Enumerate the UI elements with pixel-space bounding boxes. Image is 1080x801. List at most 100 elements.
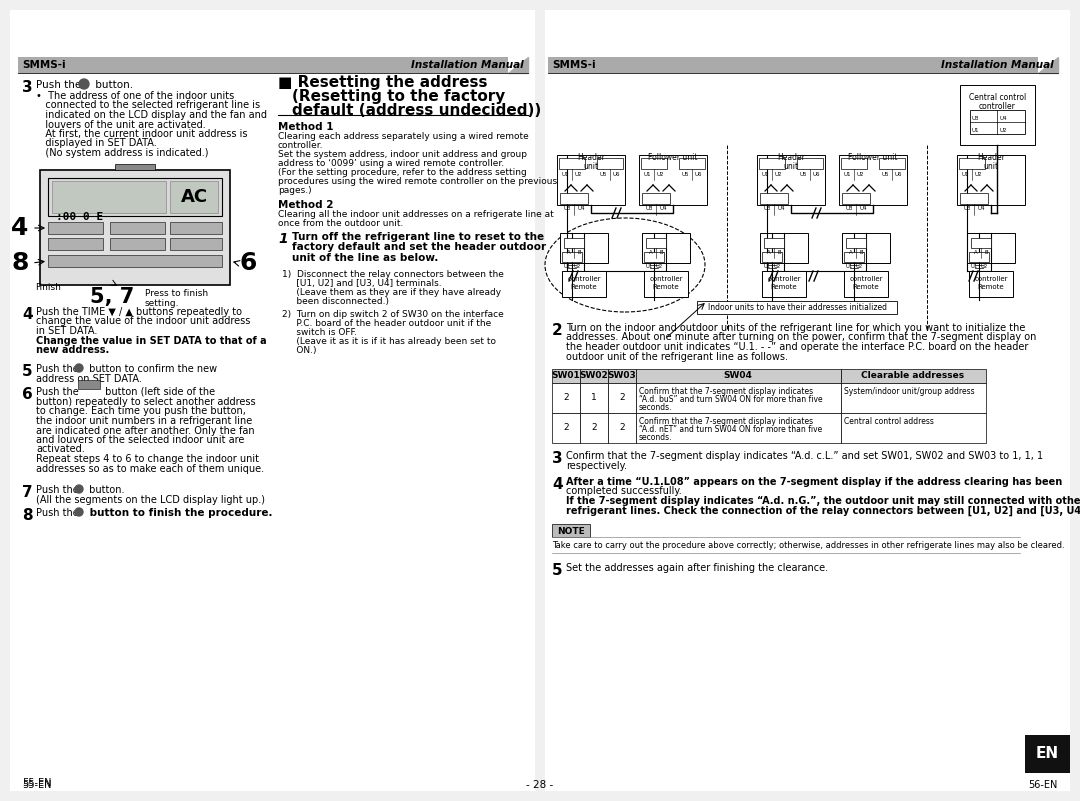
Text: addresses. About one minute after turning on the power, confirm that the 7-segme: addresses. About one minute after turnin… <box>566 332 1037 343</box>
Text: 2: 2 <box>619 393 625 402</box>
Bar <box>48 255 222 267</box>
Text: Remote: Remote <box>652 284 679 290</box>
Text: Clearing each address separately using a wired remote: Clearing each address separately using a… <box>278 132 529 141</box>
Text: refrigerant lines. Check the connection of the relay connectors between [U1, U2]: refrigerant lines. Check the connection … <box>566 505 1080 516</box>
Text: controller: controller <box>567 276 600 282</box>
Polygon shape <box>1038 57 1058 73</box>
Bar <box>971 238 991 248</box>
Text: U4: U4 <box>778 207 785 211</box>
Text: U2: U2 <box>657 171 664 176</box>
Bar <box>559 158 585 169</box>
Text: A: A <box>849 251 853 256</box>
Text: button.: button. <box>86 485 124 495</box>
Bar <box>642 158 667 169</box>
Bar <box>969 271 1013 297</box>
Bar <box>842 233 890 263</box>
Text: 3: 3 <box>22 80 32 95</box>
Text: button.: button. <box>92 80 133 90</box>
Text: Remote: Remote <box>977 284 1004 290</box>
Text: A: A <box>567 251 571 256</box>
Text: button to confirm the new: button to confirm the new <box>86 364 217 374</box>
Bar <box>561 233 608 263</box>
Text: U2: U2 <box>774 171 782 176</box>
Text: U1: U1 <box>764 264 771 269</box>
Text: Turn off the refrigerant line to reset to the: Turn off the refrigerant line to reset t… <box>292 232 544 242</box>
Text: controller.: controller. <box>278 141 324 150</box>
Bar <box>879 158 905 169</box>
Text: U1: U1 <box>846 264 852 269</box>
Bar <box>170 238 222 250</box>
Text: U6: U6 <box>612 171 620 176</box>
Text: Push the: Push the <box>36 508 82 518</box>
Text: 2: 2 <box>563 393 569 402</box>
Text: •  The address of one of the indoor units: • The address of one of the indoor units <box>36 91 234 101</box>
Bar <box>170 181 218 213</box>
Bar <box>842 193 870 204</box>
Text: U6: U6 <box>812 171 820 176</box>
Bar <box>1025 735 1070 773</box>
Bar <box>110 222 165 234</box>
Text: ON.): ON.) <box>282 346 316 355</box>
Text: displayed in SET DATA.: displayed in SET DATA. <box>36 139 157 148</box>
Bar <box>642 233 690 263</box>
Text: Installation Manual: Installation Manual <box>942 60 1054 70</box>
Bar <box>970 110 1025 134</box>
Text: U1: U1 <box>562 171 569 176</box>
Bar <box>839 155 907 205</box>
Text: U5: U5 <box>881 171 889 176</box>
Text: U3: U3 <box>645 207 652 211</box>
Bar <box>760 193 788 204</box>
Text: U6: U6 <box>894 171 902 176</box>
Text: controller: controller <box>767 276 800 282</box>
Text: Push the: Push the <box>36 485 82 495</box>
Text: U5: U5 <box>599 171 607 176</box>
Text: U1: U1 <box>961 171 969 176</box>
Polygon shape <box>508 57 528 73</box>
Text: AC: AC <box>180 188 207 206</box>
Text: Indoor units to have their addresses initialized: Indoor units to have their addresses ini… <box>707 303 887 312</box>
Text: U3: U3 <box>972 116 980 121</box>
Text: U2: U2 <box>575 171 582 176</box>
Text: Set the system address, indoor unit address and group: Set the system address, indoor unit addr… <box>278 150 527 159</box>
Text: seconds.: seconds. <box>639 433 673 442</box>
Text: controller: controller <box>649 276 683 282</box>
Text: 8: 8 <box>11 251 29 275</box>
Text: indicated on the LCD display and the fan and: indicated on the LCD display and the fan… <box>36 110 267 120</box>
Text: Push the: Push the <box>36 80 84 90</box>
Bar <box>48 238 103 250</box>
Text: B: B <box>659 251 663 256</box>
Text: U1: U1 <box>843 171 851 176</box>
Text: - 28 -: - 28 - <box>526 780 554 790</box>
Text: B: B <box>984 251 988 256</box>
Text: U1: U1 <box>972 128 980 133</box>
Text: Central control: Central control <box>969 93 1026 102</box>
Text: Follower unit: Follower unit <box>848 153 897 162</box>
Bar <box>846 238 866 248</box>
Bar <box>562 271 606 297</box>
Bar <box>580 369 608 383</box>
Text: completed successfully.: completed successfully. <box>566 486 681 497</box>
Text: 3: 3 <box>552 451 563 466</box>
Text: Clearing all the indoor unit addresses on a refrigerate line at: Clearing all the indoor unit addresses o… <box>278 210 554 219</box>
Bar <box>170 222 222 234</box>
Text: U3: U3 <box>764 207 771 211</box>
Text: 6: 6 <box>22 387 32 402</box>
Circle shape <box>75 364 83 372</box>
Text: addresses so as to make each of them unique.: addresses so as to make each of them uni… <box>36 464 265 473</box>
Bar <box>841 383 986 413</box>
Text: (Resetting to the factory: (Resetting to the factory <box>292 89 505 104</box>
Text: 1: 1 <box>591 393 597 402</box>
Text: 2: 2 <box>591 424 597 433</box>
Text: new address.: new address. <box>36 345 109 355</box>
Text: Installation Manual: Installation Manual <box>411 60 524 70</box>
Text: At first, the current indoor unit address is: At first, the current indoor unit addres… <box>36 129 247 139</box>
Text: U2: U2 <box>974 171 982 176</box>
Text: unit of the line as below.: unit of the line as below. <box>292 253 438 263</box>
Text: “A.d. nET” and turn SW04 ON for more than five: “A.d. nET” and turn SW04 ON for more tha… <box>639 425 822 434</box>
Bar <box>552 383 580 413</box>
Bar <box>48 178 222 216</box>
Bar <box>762 252 782 262</box>
Bar <box>552 524 590 537</box>
Text: switch is OFF.: switch is OFF. <box>282 328 357 337</box>
Text: U2: U2 <box>981 264 987 269</box>
